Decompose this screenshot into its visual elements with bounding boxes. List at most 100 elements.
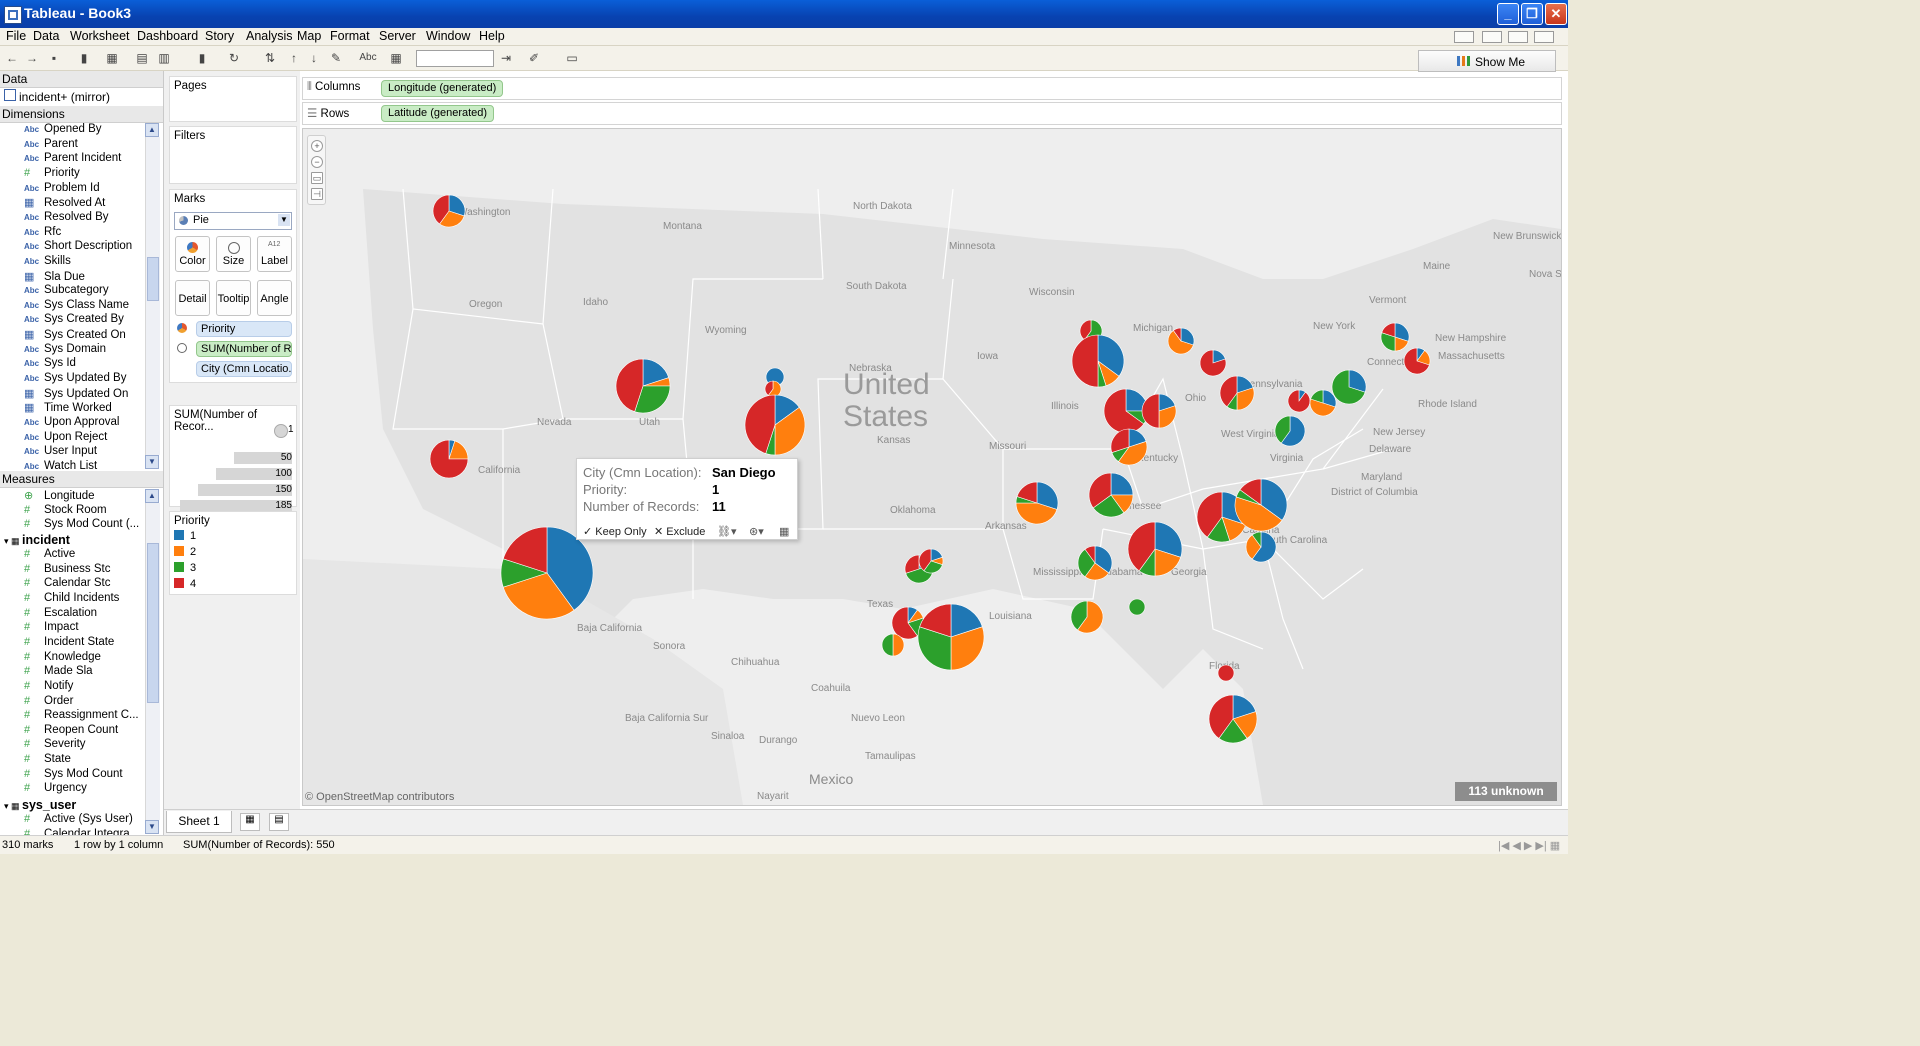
latitude-pill[interactable]: Latitude (generated) xyxy=(381,105,495,122)
highlight-icon[interactable]: ✎ xyxy=(330,51,342,65)
field-item[interactable]: Abc Sys Updated By xyxy=(24,372,126,386)
pie-slice[interactable] xyxy=(891,606,918,640)
field-item[interactable]: # Order xyxy=(24,695,73,709)
field-item[interactable]: Abc Problem Id xyxy=(24,182,100,196)
pie-slice[interactable] xyxy=(1236,387,1255,411)
pie-slice[interactable] xyxy=(1274,415,1291,444)
pie-slice[interactable] xyxy=(1084,545,1096,564)
pie-slice[interactable] xyxy=(1158,405,1177,429)
pie-slice[interactable] xyxy=(1110,428,1130,453)
pie-slice[interactable] xyxy=(904,554,920,574)
menu-map[interactable]: Map xyxy=(297,29,322,43)
fit-dropdown[interactable] xyxy=(416,50,494,67)
field-item[interactable]: Abc Upon Reject xyxy=(24,431,107,445)
scroll-down-arrow[interactable]: ▼ xyxy=(145,455,159,469)
pie-slice[interactable] xyxy=(744,394,776,454)
pie-slice[interactable] xyxy=(1097,334,1125,377)
mark-type-dropdown[interactable]: Pie ▼ xyxy=(174,212,292,230)
field-item[interactable]: # Reassignment C... xyxy=(24,709,139,723)
refresh-icon[interactable]: ↻ xyxy=(228,51,240,65)
pie-slice[interactable] xyxy=(1103,388,1145,434)
datasource-item[interactable]: incident+ (mirror) xyxy=(4,89,110,104)
exclude-button[interactable]: ✕ Exclude xyxy=(654,526,706,538)
pie-slice[interactable] xyxy=(1167,330,1194,355)
pie-slice[interactable] xyxy=(429,439,469,479)
field-item[interactable]: ▦ Resolved At xyxy=(24,196,105,210)
show-labels-button[interactable]: Abc xyxy=(359,52,377,63)
field-item[interactable]: Abc Sys Class Name xyxy=(24,299,129,313)
pie-slice[interactable] xyxy=(1217,664,1235,682)
pie-slice[interactable] xyxy=(1309,398,1336,416)
sort-descending-icon[interactable]: ↓ xyxy=(311,51,317,65)
pie-slice[interactable] xyxy=(615,358,644,413)
fix-axes-icon[interactable]: ⇥ xyxy=(500,51,512,65)
pie-slice[interactable] xyxy=(1196,491,1223,538)
field-item[interactable]: # Urgency xyxy=(24,782,87,796)
pie-slice[interactable] xyxy=(1219,375,1238,408)
pie-slice[interactable] xyxy=(1016,481,1038,504)
data-source-icon[interactable]: ▮ xyxy=(198,51,206,65)
pie-slice[interactable] xyxy=(1394,322,1410,342)
pie-slice[interactable] xyxy=(1092,494,1125,518)
pie-slice[interactable] xyxy=(1251,531,1262,548)
sheet-navigation-arrows[interactable]: |◀ ◀ ▶ ▶| ▦ ▤ xyxy=(1498,840,1561,854)
tooltip-button[interactable]: Tooltip xyxy=(216,280,251,316)
field-item[interactable]: Abc Parent Incident xyxy=(24,152,121,166)
forward-icon[interactable]: → xyxy=(26,51,38,65)
field-item[interactable]: Abc Upon Approval xyxy=(24,416,119,430)
pie-slice[interactable] xyxy=(1331,369,1366,405)
pin-map-icon[interactable]: ⊣ xyxy=(311,188,323,200)
pie-slice[interactable] xyxy=(1088,472,1112,509)
field-item[interactable]: Abc Sys Domain xyxy=(24,343,106,357)
pie-slice[interactable] xyxy=(1015,502,1058,525)
pie-slice[interactable] xyxy=(1180,327,1195,346)
pie-slice[interactable] xyxy=(881,633,894,657)
pie-slice[interactable] xyxy=(1036,481,1059,510)
size-button[interactable]: Size xyxy=(216,236,251,272)
presentation-icon[interactable]: ▭ xyxy=(566,51,578,65)
pie-slice[interactable] xyxy=(1322,389,1337,408)
pie-slice[interactable] xyxy=(432,194,450,225)
menu-file[interactable]: File xyxy=(6,29,27,43)
new-worksheet-icon[interactable]: ▦ xyxy=(106,51,118,65)
pie-slice[interactable] xyxy=(1154,521,1183,558)
keep-only-button[interactable]: ✓ Keep Only xyxy=(583,526,647,538)
sheet-sorter-icon[interactable] xyxy=(1482,31,1502,43)
field-item[interactable]: # Active (Sys User) xyxy=(24,813,133,827)
pie-slice[interactable] xyxy=(1110,472,1134,496)
pie-slice[interactable] xyxy=(1245,534,1262,560)
menu-format[interactable]: Format xyxy=(330,29,370,43)
field-item[interactable]: # Knowledge xyxy=(24,651,101,665)
pie-slice[interactable] xyxy=(950,603,983,638)
field-item[interactable]: ▦ Sys Updated On xyxy=(24,387,128,401)
field-item[interactable]: # Sys Mod Count xyxy=(24,768,123,782)
menu-help[interactable]: Help xyxy=(479,29,505,43)
pie-slice[interactable] xyxy=(919,603,952,638)
pie-slice[interactable] xyxy=(892,633,905,657)
field-item[interactable]: # Made Sla xyxy=(24,665,93,679)
pie-slice[interactable] xyxy=(1070,600,1088,631)
longitude-pill[interactable]: Longitude (generated) xyxy=(381,80,504,97)
size-legend-bar[interactable]: 100 xyxy=(216,468,292,480)
zoom-in-icon[interactable]: + xyxy=(311,140,323,152)
menu-dashboard[interactable]: Dashboard xyxy=(137,29,199,43)
pie-slice[interactable] xyxy=(1348,369,1367,393)
pie-slice[interactable] xyxy=(1077,548,1096,578)
field-item[interactable]: ⊕ Longitude xyxy=(24,489,95,503)
field-item[interactable]: # Calendar Stc xyxy=(24,577,110,591)
pie-slice[interactable] xyxy=(774,406,806,456)
field-item[interactable]: ▦ Time Worked xyxy=(24,401,112,415)
measures-scrollbar[interactable] xyxy=(145,503,160,820)
field-item[interactable]: # Priority xyxy=(24,167,80,181)
filmstrip-icon[interactable] xyxy=(1508,31,1528,43)
measures-scroll-up-arrow[interactable]: ▲ xyxy=(145,489,159,503)
field-item[interactable]: # Active xyxy=(24,548,75,562)
zoom-area-icon[interactable]: ▭ xyxy=(311,172,323,184)
field-item[interactable]: Abc Subcategory xyxy=(24,284,109,298)
priority-pill[interactable]: Priority xyxy=(196,321,292,337)
table-group[interactable]: ▾ ▦ incident xyxy=(4,533,70,547)
pie-slice[interactable] xyxy=(1260,478,1288,521)
field-item[interactable]: Abc Skills xyxy=(24,255,71,269)
field-item[interactable]: Abc Rfc xyxy=(24,226,61,240)
fit-icon[interactable]: ▦ xyxy=(390,51,402,65)
